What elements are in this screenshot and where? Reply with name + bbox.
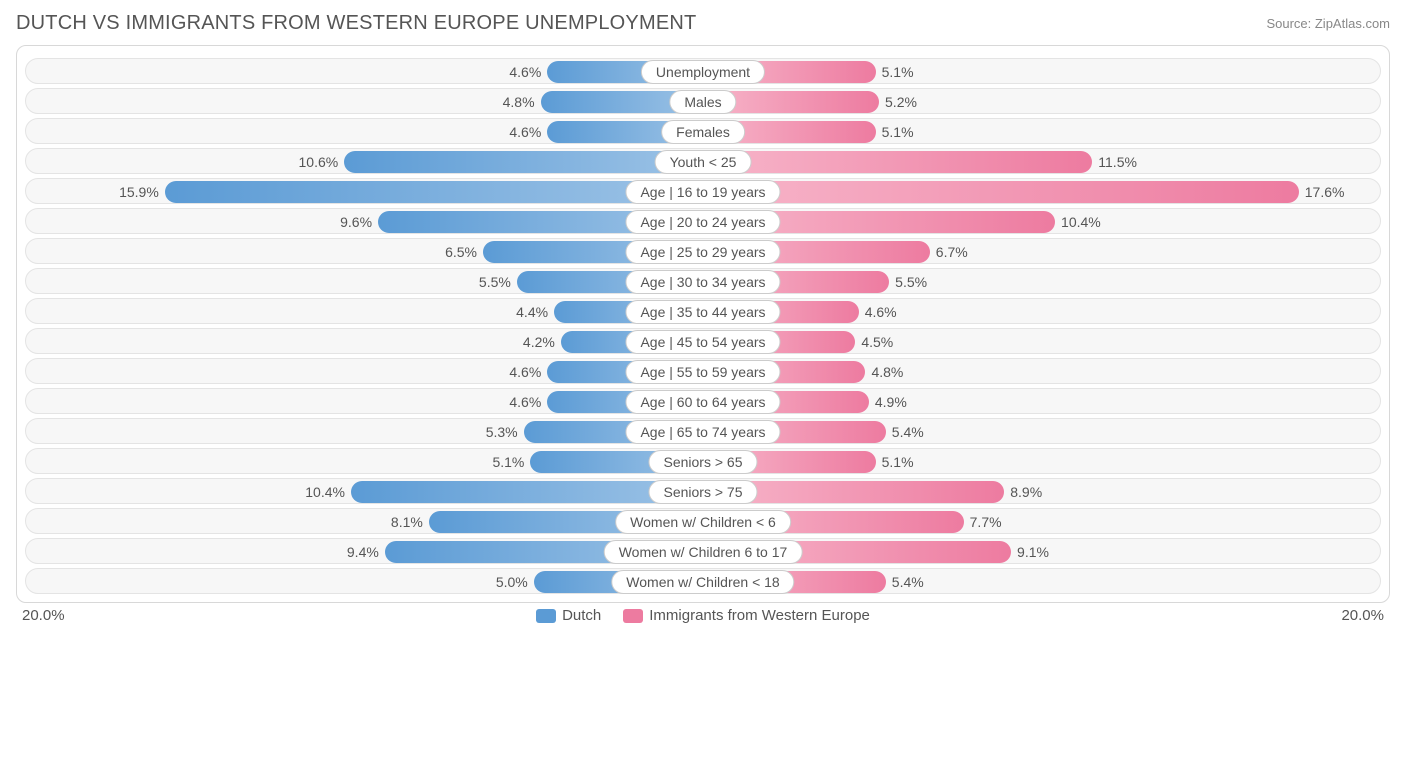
value-label-left: 5.3%	[486, 419, 524, 445]
bar-right	[703, 151, 1092, 173]
bar-row: 4.6% 4.8% Age | 55 to 59 years	[25, 358, 1381, 384]
category-label: Age | 25 to 29 years	[625, 240, 780, 264]
bar-row: 5.1% 5.1% Seniors > 65	[25, 448, 1381, 474]
category-label: Age | 30 to 34 years	[625, 270, 780, 294]
chart-title: DUTCH VS IMMIGRANTS FROM WESTERN EUROPE …	[16, 12, 696, 35]
value-label-left: 4.2%	[523, 329, 561, 355]
bar-row: 5.3% 5.4% Age | 65 to 74 years	[25, 418, 1381, 444]
category-label: Women w/ Children < 6	[615, 510, 791, 534]
category-label: Age | 35 to 44 years	[625, 300, 780, 324]
diverging-bar-chart: 4.6% 5.1% Unemployment 4.8% 5.2% Males 4.6% 5.1…	[16, 45, 1390, 603]
value-label-left: 4.8%	[503, 89, 541, 115]
value-label-right: 5.1%	[876, 59, 914, 85]
value-label-right: 5.4%	[886, 419, 924, 445]
value-label-left: 15.9%	[119, 179, 165, 205]
bar-row: 4.2% 4.5% Age | 45 to 54 years	[25, 328, 1381, 354]
category-label: Women w/ Children 6 to 17	[604, 540, 803, 564]
value-label-right: 5.2%	[879, 89, 917, 115]
value-label-right: 7.7%	[964, 509, 1002, 535]
legend-item-right: Immigrants from Western Europe	[623, 607, 870, 624]
bar-row: 4.6% 5.1% Females	[25, 118, 1381, 144]
value-label-left: 10.4%	[305, 479, 351, 505]
value-label-left: 4.6%	[509, 359, 547, 385]
legend-label-right: Immigrants from Western Europe	[649, 607, 870, 624]
value-label-left: 9.6%	[340, 209, 378, 235]
bar-row: 10.4% 8.9% Seniors > 75	[25, 478, 1381, 504]
value-label-right: 10.4%	[1055, 209, 1101, 235]
value-label-left: 4.4%	[516, 299, 554, 325]
category-label: Women w/ Children < 18	[611, 570, 794, 594]
bar-right	[703, 181, 1299, 203]
value-label-right: 11.5%	[1092, 149, 1137, 175]
category-label: Age | 55 to 59 years	[625, 360, 780, 384]
category-label: Seniors > 75	[649, 480, 758, 504]
bar-row: 9.6% 10.4% Age | 20 to 24 years	[25, 208, 1381, 234]
value-label-right: 5.1%	[876, 449, 914, 475]
legend-item-left: Dutch	[536, 607, 601, 624]
bar-row: 5.0% 5.4% Women w/ Children < 18	[25, 568, 1381, 594]
bar-row: 4.6% 5.1% Unemployment	[25, 58, 1381, 84]
value-label-left: 5.0%	[496, 569, 534, 595]
value-label-right: 17.6%	[1299, 179, 1345, 205]
bar-row: 4.4% 4.6% Age | 35 to 44 years	[25, 298, 1381, 324]
category-label: Age | 45 to 54 years	[625, 330, 780, 354]
value-label-left: 9.4%	[347, 539, 385, 565]
bar-left	[165, 181, 703, 203]
bar-row: 4.8% 5.2% Males	[25, 88, 1381, 114]
bar-row: 9.4% 9.1% Women w/ Children 6 to 17	[25, 538, 1381, 564]
bar-row: 15.9% 17.6% Age | 16 to 19 years	[25, 178, 1381, 204]
value-label-right: 5.5%	[889, 269, 927, 295]
value-label-right: 5.1%	[876, 119, 914, 145]
category-label: Age | 60 to 64 years	[625, 390, 780, 414]
value-label-left: 8.1%	[391, 509, 429, 535]
header: DUTCH VS IMMIGRANTS FROM WESTERN EUROPE …	[16, 12, 1390, 35]
value-label-left: 5.1%	[492, 449, 530, 475]
category-label: Females	[661, 120, 745, 144]
legend: Dutch Immigrants from Western Europe	[536, 607, 870, 624]
legend-swatch-left	[536, 609, 556, 623]
category-label: Age | 20 to 24 years	[625, 210, 780, 234]
value-label-right: 9.1%	[1011, 539, 1049, 565]
source-attribution: Source: ZipAtlas.com	[1266, 16, 1390, 31]
value-label-right: 5.4%	[886, 569, 924, 595]
bar-row: 5.5% 5.5% Age | 30 to 34 years	[25, 268, 1381, 294]
value-label-right: 4.9%	[869, 389, 907, 415]
value-label-right: 4.6%	[859, 299, 897, 325]
category-label: Youth < 25	[655, 150, 752, 174]
bar-row: 10.6% 11.5% Youth < 25	[25, 148, 1381, 174]
value-label-left: 4.6%	[509, 119, 547, 145]
category-label: Age | 16 to 19 years	[625, 180, 780, 204]
value-label-left: 4.6%	[509, 389, 547, 415]
category-label: Males	[669, 90, 736, 114]
bar-left	[344, 151, 703, 173]
category-label: Seniors > 65	[649, 450, 758, 474]
value-label-right: 4.5%	[855, 329, 893, 355]
axis-row: 20.0% Dutch Immigrants from Western Euro…	[16, 603, 1390, 624]
bar-row: 4.6% 4.9% Age | 60 to 64 years	[25, 388, 1381, 414]
value-label-left: 5.5%	[479, 269, 517, 295]
value-label-left: 10.6%	[299, 149, 345, 175]
legend-swatch-right	[623, 609, 643, 623]
value-label-right: 6.7%	[930, 239, 968, 265]
category-label: Unemployment	[641, 60, 765, 84]
category-label: Age | 65 to 74 years	[625, 420, 780, 444]
axis-max-left: 20.0%	[22, 607, 65, 624]
legend-label-left: Dutch	[562, 607, 601, 624]
value-label-right: 8.9%	[1004, 479, 1042, 505]
value-label-left: 4.6%	[509, 59, 547, 85]
value-label-right: 4.8%	[865, 359, 903, 385]
value-label-left: 6.5%	[445, 239, 483, 265]
bar-row: 6.5% 6.7% Age | 25 to 29 years	[25, 238, 1381, 264]
bar-row: 8.1% 7.7% Women w/ Children < 6	[25, 508, 1381, 534]
axis-max-right: 20.0%	[1341, 607, 1384, 624]
